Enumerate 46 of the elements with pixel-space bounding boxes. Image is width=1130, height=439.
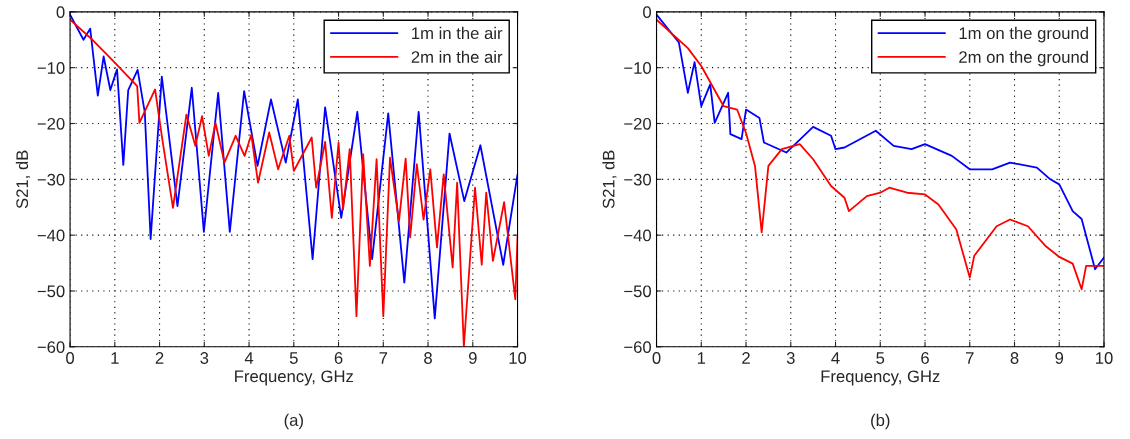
- legend-label: 2m on the ground: [959, 50, 1088, 67]
- x-tick-label: 2: [155, 352, 164, 364]
- legend-label: 2m in the air: [411, 50, 503, 63]
- x-axis-title: Frequency, GHz: [821, 370, 940, 386]
- y-axis-title: S21, dB: [15, 150, 31, 209]
- x-tick-label: 9: [468, 352, 477, 364]
- y-axis-title: S21, dB: [602, 150, 617, 209]
- x-tick-label: 8: [1010, 352, 1019, 364]
- y-tick-label: 0: [56, 6, 65, 19]
- y-tick-label: −10: [624, 62, 652, 74]
- x-tick-label: 7: [965, 352, 974, 364]
- legend-label: 1m in the air: [412, 26, 503, 40]
- y-tick-label: −60: [624, 341, 652, 354]
- x-tick-label: 0: [66, 352, 75, 364]
- x-tick-label: 6: [921, 352, 929, 364]
- x-tick-label: 10: [509, 352, 527, 364]
- y-tick-label: −10: [37, 62, 65, 74]
- x-tick-label: 1: [111, 352, 119, 364]
- x-tick-label: 2: [742, 352, 750, 364]
- x-axis-title: Frequency, GHz: [235, 370, 354, 386]
- x-tick-label: 4: [831, 352, 840, 364]
- y-tick-label: −40: [624, 229, 652, 242]
- text: (a): [284, 413, 303, 430]
- y-tick-label: −60: [37, 341, 65, 354]
- y-tick-label: −30: [37, 173, 65, 186]
- y-tick-label: −30: [624, 173, 652, 186]
- legend-label: 1m on the ground: [959, 26, 1088, 43]
- y-tick-label: −50: [37, 285, 65, 298]
- y-tick-label: −20: [37, 117, 65, 130]
- y-tick-label: −20: [624, 117, 652, 130]
- y-tick-label: −40: [37, 229, 65, 242]
- x-tick-label: 8: [424, 352, 432, 364]
- x-tick-label: 4: [244, 352, 254, 364]
- x-tick-label: 7: [379, 352, 388, 364]
- x-tick-label: 10: [1096, 352, 1113, 364]
- x-tick-label: 5: [876, 352, 885, 364]
- x-tick-label: 0: [652, 352, 661, 364]
- x-tick-label: 1: [697, 352, 706, 364]
- x-tick-label: 5: [289, 352, 298, 364]
- x-tick-label: 9: [1055, 352, 1064, 364]
- y-tick-label: 0: [643, 6, 652, 19]
- text: (b): [871, 413, 890, 430]
- x-tick-label: 3: [786, 352, 795, 364]
- y-tick-label: −50: [624, 285, 652, 298]
- x-tick-label: 3: [200, 352, 209, 364]
- x-tick-label: 6: [334, 352, 343, 364]
